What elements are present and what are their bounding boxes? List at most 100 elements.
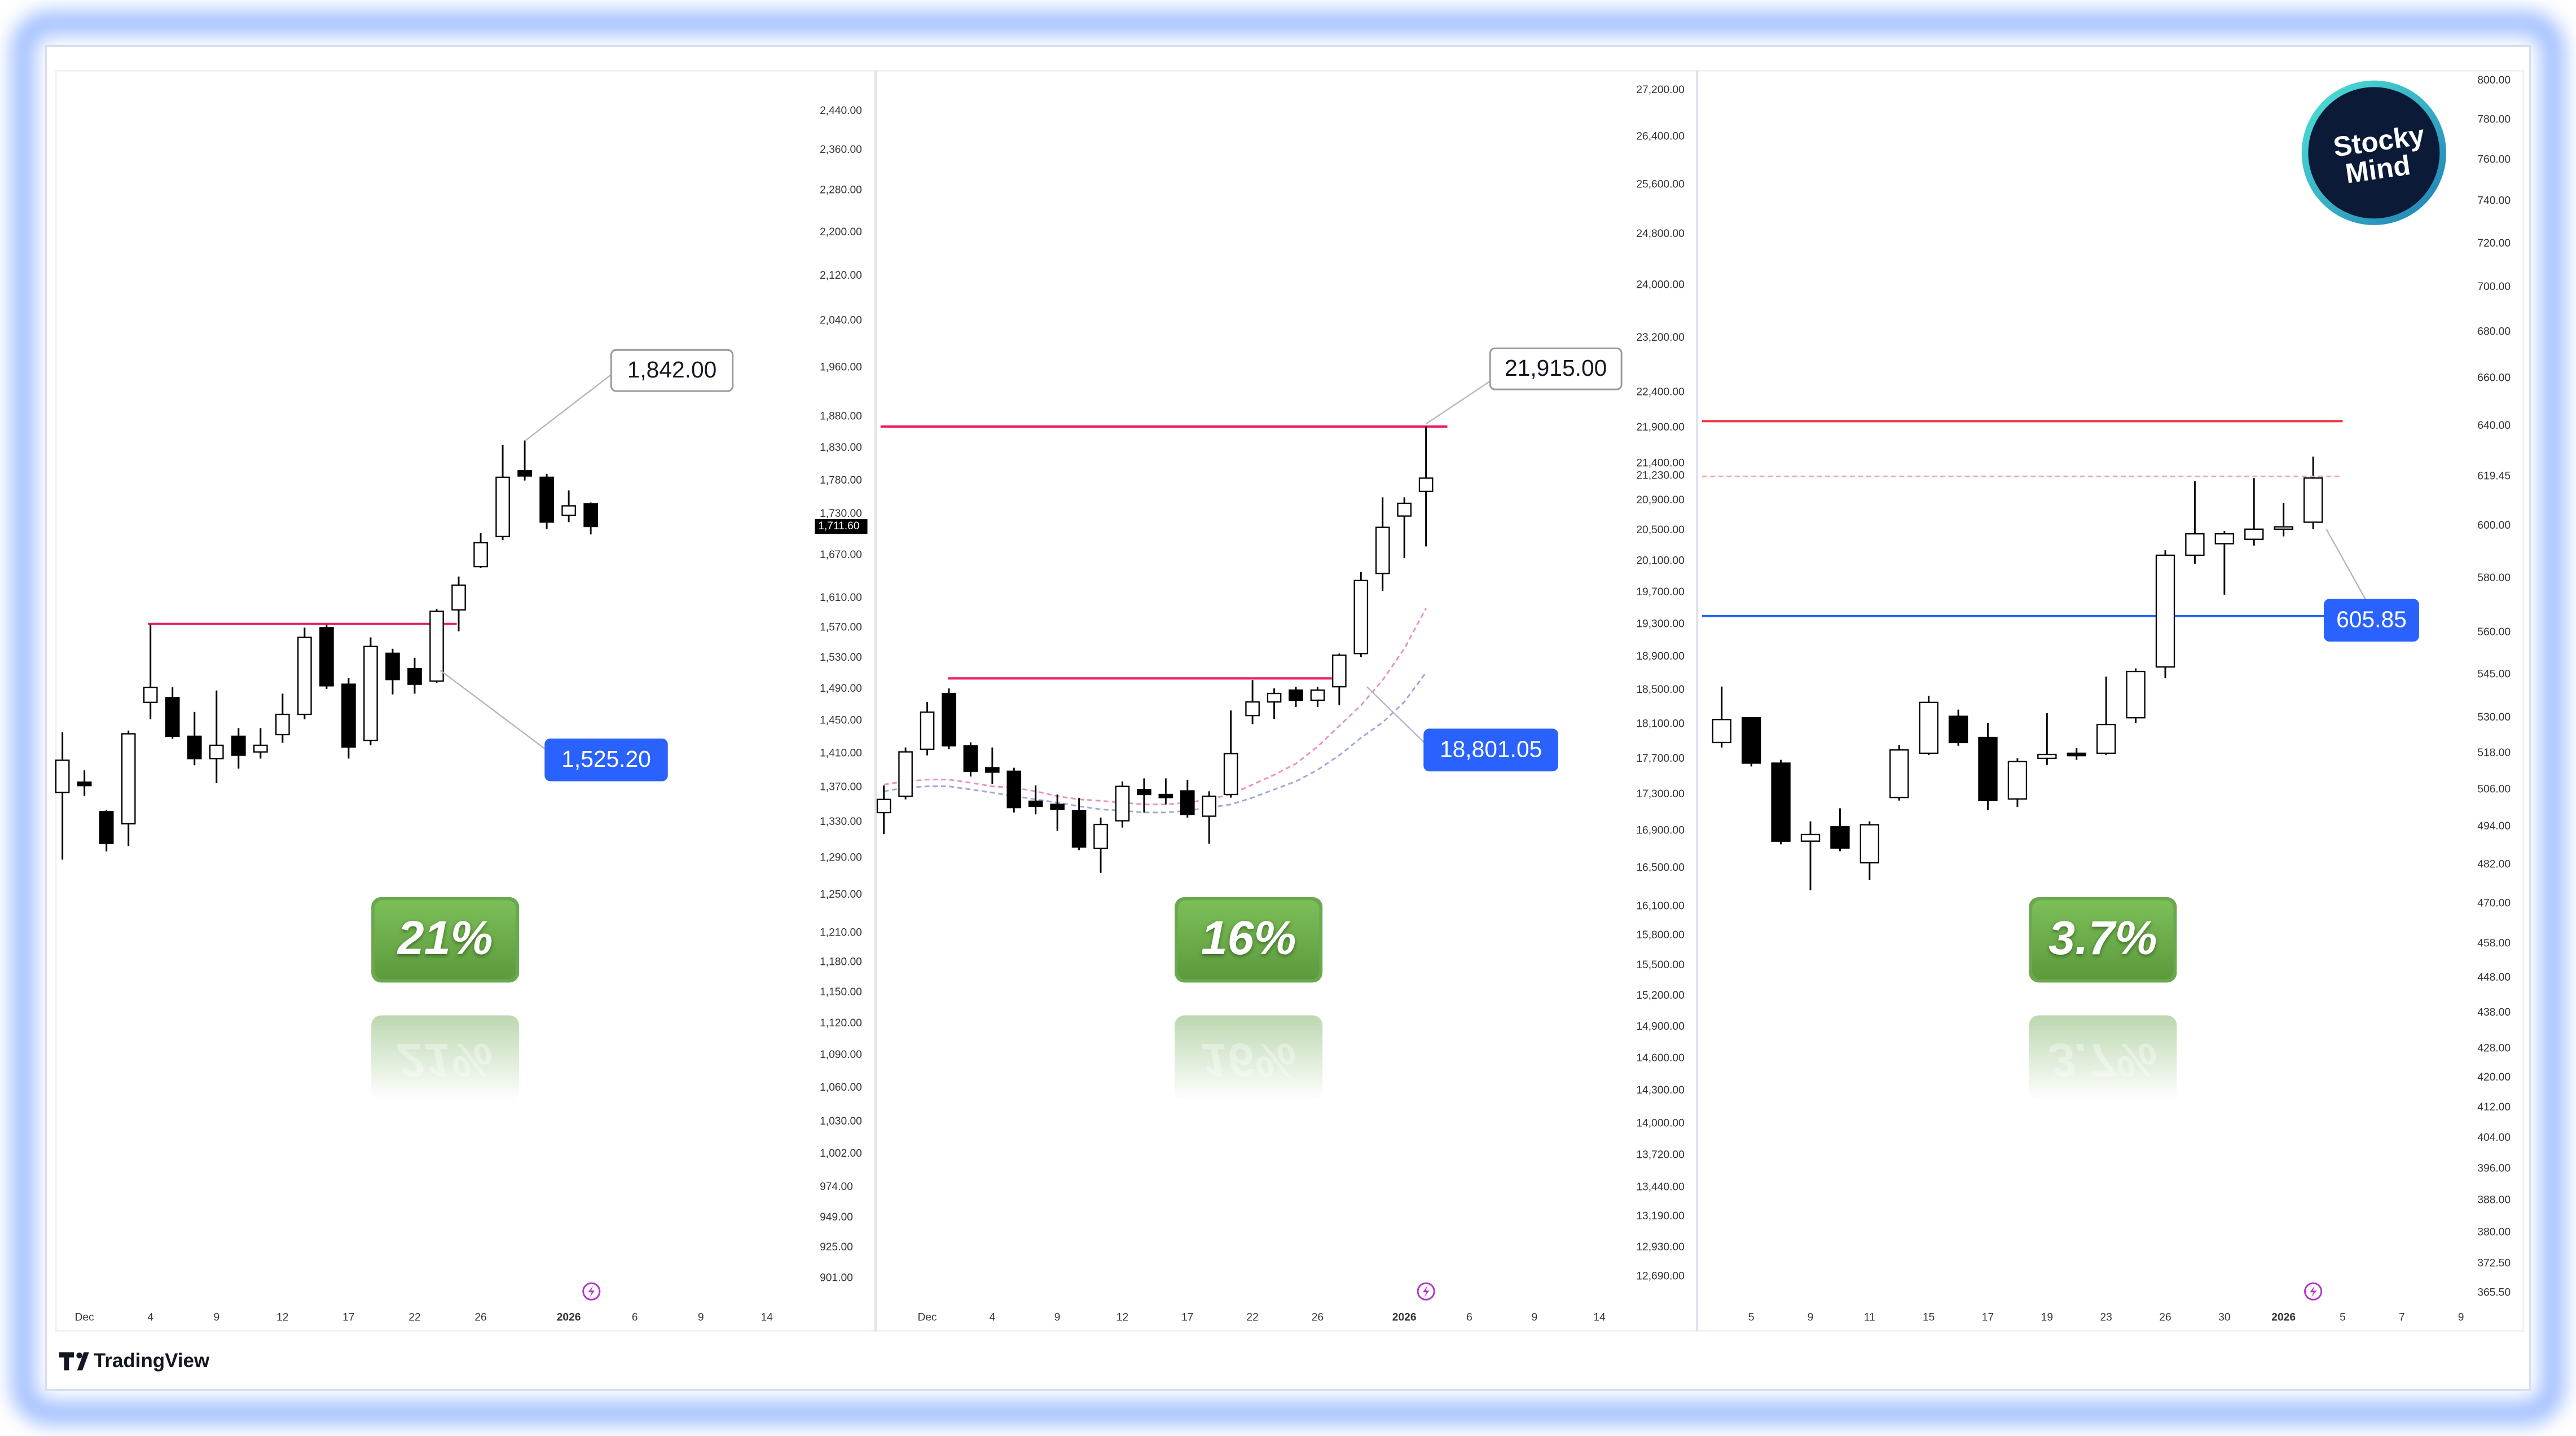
bolt-icon xyxy=(1417,1282,1435,1301)
y-tick-label: 740.00 xyxy=(2477,195,2511,207)
candle-body xyxy=(1310,689,1325,701)
price-tag: 619.45 xyxy=(2477,470,2511,482)
y-tick-label: 1,090.00 xyxy=(820,1049,862,1061)
y-tick-label: 560.00 xyxy=(2477,626,2511,638)
x-tick-label: 2026 xyxy=(1392,1311,1417,1323)
x-tick-label: 4 xyxy=(989,1311,995,1323)
candle-body xyxy=(77,781,92,787)
x-tick-label: 15 xyxy=(1923,1311,1935,1323)
y-tick-label: 458.00 xyxy=(2477,938,2511,950)
badge-shade xyxy=(2032,900,2174,980)
x-tick-label: 2026 xyxy=(2271,1311,2296,1323)
y-tick-label: 506.00 xyxy=(2477,783,2511,795)
candle-body xyxy=(1712,719,1731,744)
y-tick-label: 518.00 xyxy=(2477,747,2511,759)
x-tick-label: 19 xyxy=(2041,1311,2053,1323)
y-tick-label: 24,000.00 xyxy=(1636,279,1684,291)
y-tick-label: 1,450.00 xyxy=(820,715,862,727)
y-tick-label: 15,800.00 xyxy=(1636,929,1684,941)
y-tick-label: 448.00 xyxy=(2477,972,2511,983)
candle-body xyxy=(1332,654,1347,688)
candle-body xyxy=(143,687,158,703)
y-tick-label: 18,100.00 xyxy=(1636,718,1684,730)
y-tick-label: 1,880.00 xyxy=(820,410,862,422)
y-tick-label: 1,730.00 xyxy=(820,508,862,520)
y-tick-label: 12,930.00 xyxy=(1636,1241,1684,1253)
callout-leader xyxy=(525,374,612,441)
logo: Stocky Mind xyxy=(2301,80,2446,225)
y-tick-label: 660.00 xyxy=(2477,372,2511,384)
bolt xyxy=(588,1285,595,1297)
y-tick-label: 14,900.00 xyxy=(1636,1021,1684,1033)
callout-label: 1,525.20 xyxy=(561,746,651,772)
candle-body xyxy=(963,745,978,772)
y-tick-label: 17,300.00 xyxy=(1636,788,1684,800)
candle-body xyxy=(1397,502,1412,517)
badge-reflection-text: 3.7% xyxy=(2049,1034,2157,1087)
candle-body xyxy=(539,476,554,523)
y-tick-label: 18,900.00 xyxy=(1636,651,1684,662)
candle-body xyxy=(1375,526,1390,574)
brand: TradingView xyxy=(59,1350,210,1372)
x-tick-label: 4 xyxy=(147,1311,153,1323)
y-tick-label: 1,530.00 xyxy=(820,652,862,664)
candle-body xyxy=(1889,749,1909,798)
y-tick-label: 2,440.00 xyxy=(820,105,862,117)
callout-label: 605.85 xyxy=(2336,606,2407,632)
y-tick-label: 428.00 xyxy=(2477,1042,2511,1054)
candle-body xyxy=(1202,796,1217,817)
candle-body xyxy=(407,668,422,685)
y-tick-label: 14,300.00 xyxy=(1636,1084,1684,1096)
y-tick-label: 1,290.00 xyxy=(820,851,862,863)
y-tick-label: 396.00 xyxy=(2477,1163,2511,1175)
candle-body xyxy=(253,744,268,753)
x-tick-label: 7 xyxy=(2399,1311,2405,1323)
moving-average xyxy=(883,671,1427,814)
y-tick-label: 388.00 xyxy=(2477,1195,2511,1206)
x-tick-label: 14 xyxy=(1593,1311,1606,1323)
y-tick-label: 1,610.00 xyxy=(820,592,862,604)
x-tick-label: 23 xyxy=(2100,1311,2112,1323)
y-tick-label: 21,400.00 xyxy=(1636,458,1684,469)
candle-body xyxy=(1028,800,1043,807)
candle-body xyxy=(1860,824,1880,864)
y-tick-label: 1,120.00 xyxy=(820,1017,862,1029)
y-tick-label: 974.00 xyxy=(820,1181,853,1193)
candle-body xyxy=(2126,670,2146,719)
y-tick-label: 901.00 xyxy=(820,1272,853,1284)
candle-body xyxy=(473,542,488,568)
y-tick-label: 372.50 xyxy=(2477,1257,2511,1269)
y-tick-label: 2,040.00 xyxy=(820,315,862,327)
callout-label: 1,842.00 xyxy=(627,357,717,383)
y-tick-label: 16,900.00 xyxy=(1636,825,1684,837)
badge-text: 3.7% xyxy=(2049,911,2157,964)
candle-body xyxy=(1978,736,1998,801)
candle-body xyxy=(561,505,576,516)
x-tick-label: 22 xyxy=(408,1311,420,1323)
callout-leader xyxy=(1425,380,1491,425)
candle-body xyxy=(1742,717,1761,764)
candle-body xyxy=(495,476,510,538)
candle-body xyxy=(2155,554,2175,668)
candle-body xyxy=(275,713,290,736)
badge-reflection-text: 16% xyxy=(1201,1034,1296,1087)
y-tick-label: 13,190.00 xyxy=(1636,1210,1684,1222)
y-tick-label: 20,900.00 xyxy=(1636,494,1684,506)
candle-body xyxy=(2067,752,2086,757)
logo-badge xyxy=(2301,80,2446,225)
candle-body xyxy=(209,744,224,759)
y-tick-label: 412.00 xyxy=(2477,1101,2511,1113)
y-tick-label: 25,600.00 xyxy=(1636,178,1684,190)
candle-body xyxy=(341,683,356,748)
x-tick-label: 11 xyxy=(1864,1311,1875,1323)
y-tick-label: 482.00 xyxy=(2477,859,2511,871)
candle-body xyxy=(385,652,400,680)
candle-body xyxy=(99,811,114,844)
candle-body xyxy=(429,611,444,682)
candle-body xyxy=(1050,803,1065,810)
badge-shade xyxy=(374,900,516,980)
candle-body xyxy=(2037,753,2057,759)
y-tick-label: 600.00 xyxy=(2477,520,2511,532)
x-tick-label: 9 xyxy=(1531,1311,1537,1323)
